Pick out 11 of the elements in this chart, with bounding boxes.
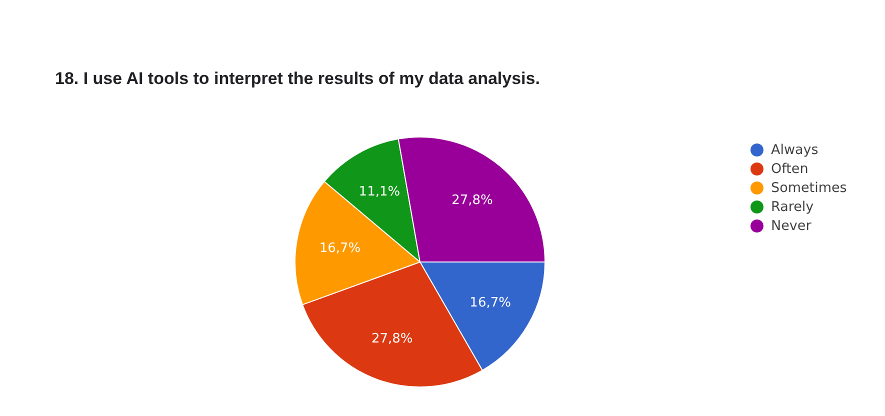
data-label: 16,7% [319,240,361,256]
legend-label: Never [771,218,812,234]
legend-label: Sometimes [771,180,847,196]
legend-label: Rarely [771,199,814,215]
data-label: 27,8% [452,192,493,208]
legend-label: Often [771,161,808,177]
data-label: 16,7% [470,296,511,311]
chart-title: 18. I use AI tools to interpret the results of my data analysis. [55,69,540,88]
legend-label: Always [771,142,818,158]
data-label: 11,1% [358,184,400,200]
data-label: 27,8% [371,331,413,346]
